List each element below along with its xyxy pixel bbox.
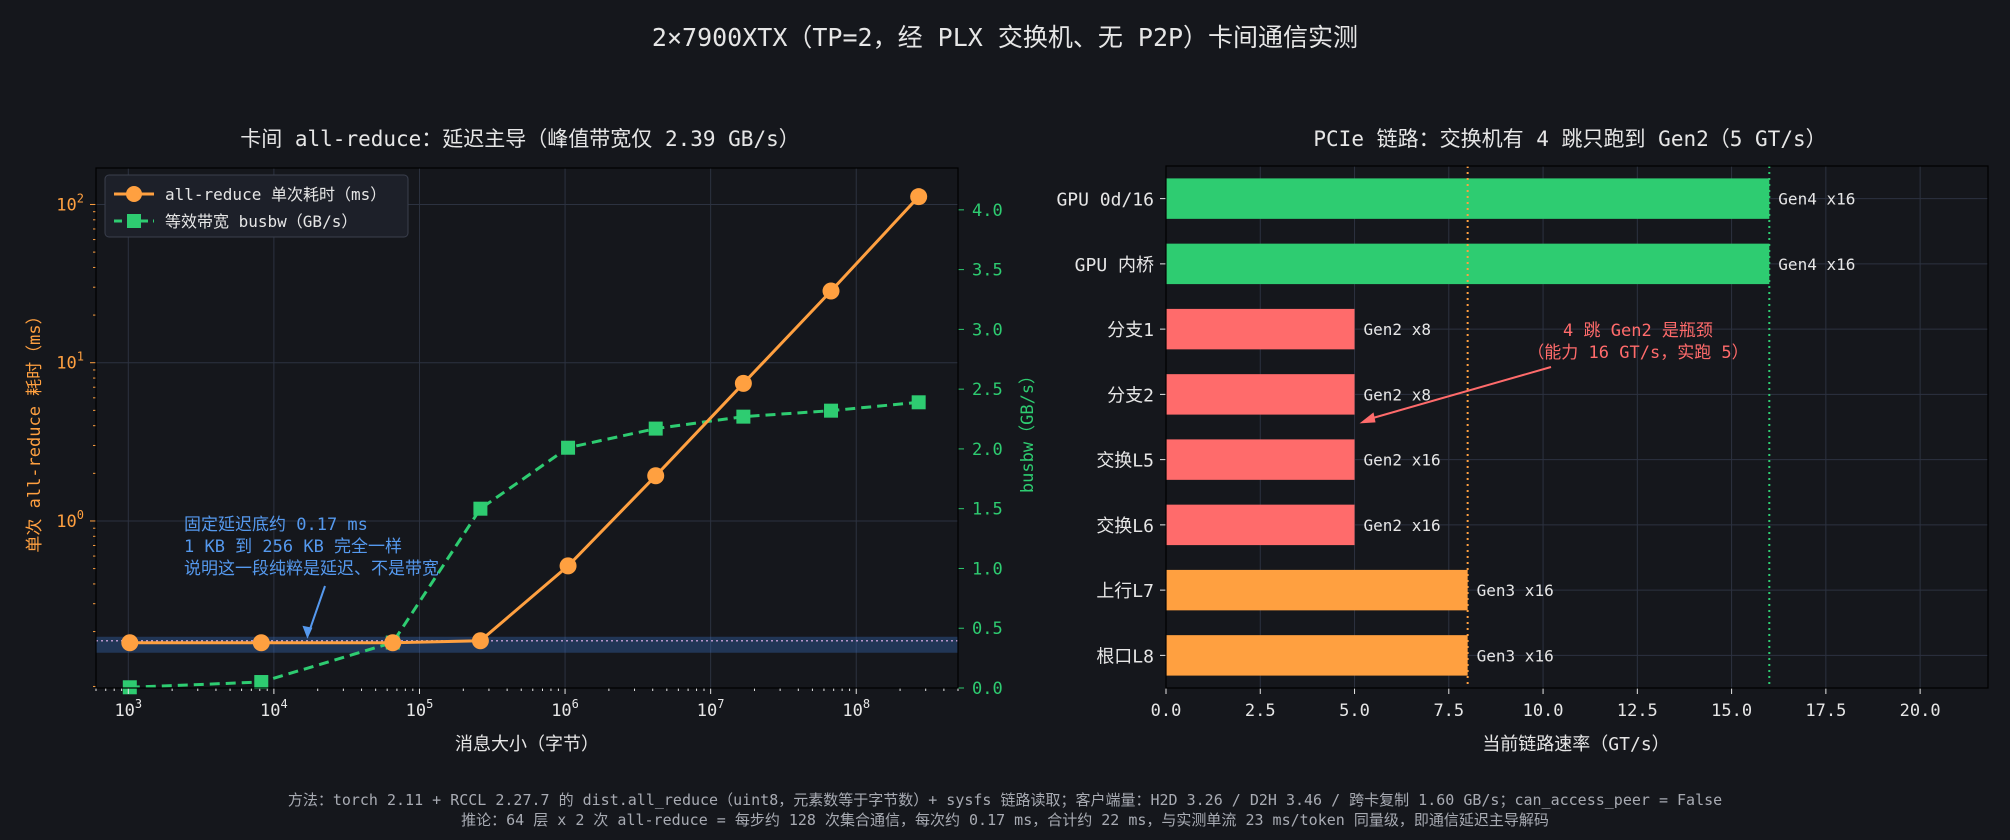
- right-x-tick-label: 7.5: [1433, 701, 1464, 721]
- latency-annotation-line-1: 固定延迟底约 0.17 ms: [184, 515, 368, 535]
- right-y-tick-label: 1.0: [972, 559, 1003, 579]
- left-series: [121, 188, 928, 695]
- footer-inference: 推论：64 层 x 2 次 all-reduce = 每步约 128 次集合通信…: [461, 811, 1549, 829]
- latency-point: [121, 634, 139, 652]
- busbw-point: [561, 440, 576, 455]
- right-y-tick-label: 分支2: [1107, 385, 1154, 406]
- right-y-tick-label: 交换L6: [1096, 516, 1154, 537]
- right-x-tick-label: 20.0: [1900, 701, 1941, 721]
- link-bar-label: Gen2 x16: [1364, 451, 1441, 470]
- right-x-tick-label: 0.0: [1151, 701, 1182, 721]
- right-y-tick-label: GPU 0d/16: [1056, 190, 1154, 211]
- latency-point: [734, 374, 752, 392]
- link-bar: [1166, 504, 1355, 546]
- right-y-tick-label: 2.0: [972, 440, 1003, 460]
- latency-point: [647, 467, 665, 485]
- latency-point: [559, 557, 577, 575]
- right-axes: 0.0 2.5 5.0 7.5 10.0 12.5 15.0 17.5 20.0 GPU 0d/1…: [1056, 165, 1989, 721]
- link-bar-label: Gen2 x16: [1364, 516, 1441, 535]
- right-y-tick-label: 交换L5: [1096, 451, 1154, 472]
- latency-point: [822, 282, 840, 300]
- right-y-tick-label: 0.0: [972, 679, 1003, 699]
- right-y-axis-label: busbw（GB/s）: [1018, 367, 1038, 493]
- legend-label-busbw: 等效带宽 busbw（GB/s）: [165, 212, 357, 231]
- legend-label-latency: all-reduce 单次耗时（ms）: [165, 185, 386, 204]
- bottleneck-arrow-head: [1359, 412, 1376, 424]
- right-y-tick-label: 上行L7: [1096, 581, 1154, 602]
- busbw-point: [648, 421, 663, 436]
- link-bar-label: Gen3 x16: [1477, 646, 1554, 665]
- right-y-tick-label: 2.5: [972, 380, 1003, 400]
- link-bar: [1166, 439, 1355, 480]
- right-x-tick-label: 5.0: [1339, 701, 1370, 721]
- link-bar-label: Gen4 x16: [1778, 255, 1855, 274]
- latency-annotation-line-2: 1 KB 到 256 KB 完全一样: [184, 537, 402, 557]
- latency-floor-band-fill: [96, 636, 958, 653]
- link-bar: [1166, 308, 1355, 350]
- right-x-tick-label: 12.5: [1617, 701, 1658, 721]
- right-y-tick-label: 3.0: [972, 320, 1003, 340]
- left-legend: all-reduce 单次耗时（ms） 等效带宽 busbw（GB/s）: [104, 174, 409, 238]
- latency-point: [910, 188, 928, 206]
- busbw-point: [473, 501, 488, 516]
- legend-box: [104, 174, 409, 238]
- latency-annotation-arrow: [302, 585, 326, 639]
- legend-marker-busbw: [127, 214, 141, 228]
- left-grid: [96, 168, 958, 688]
- footer-method: 方法：torch 2.11 + RCCL 2.27.7 的 dist.all_r…: [288, 791, 1722, 809]
- right-chart: PCIe 链路：交换机有 4 跳只跑到 Gen2（5 GT/s） Gen4 x1…: [1056, 127, 1989, 755]
- right-x-tick-label: 15.0: [1711, 701, 1752, 721]
- latency-point: [252, 634, 270, 652]
- right-chart-title: PCIe 链路：交换机有 4 跳只跑到 Gen2（5 GT/s）: [1313, 127, 1826, 151]
- latency-point: [471, 632, 489, 650]
- right-x-tick-label: 17.5: [1805, 701, 1846, 721]
- right-y-tick-label: 根口L8: [1096, 646, 1154, 667]
- latency-arrow-head: [302, 625, 313, 639]
- right-x-axis-label: 当前链路速率（GT/s）: [1482, 734, 1669, 755]
- busbw-point: [122, 680, 137, 695]
- busbw-point: [736, 409, 751, 424]
- busbw-point: [254, 675, 269, 690]
- latency-annotation: 固定延迟底约 0.17 ms 1 KB 到 256 KB 完全一样 说明这一段纯…: [184, 515, 439, 639]
- bottleneck-annotation: 4 跳 Gen2 是瓶颈 （能力 16 GT/s，实跑 5）: [1359, 321, 1749, 424]
- right-y-tick-label: 4.0: [972, 201, 1003, 221]
- link-bar: [1166, 374, 1355, 415]
- bottleneck-annotation-line-1: 4 跳 Gen2 是瓶颈: [1563, 321, 1713, 341]
- latency-annotation-line-3: 说明这一段纯粹是延迟、不是带宽: [184, 559, 439, 579]
- link-bar: [1166, 569, 1468, 611]
- left-plot-area: [96, 168, 958, 688]
- busbw-point: [824, 403, 839, 418]
- link-bar: [1166, 635, 1468, 676]
- right-x-tick-label: 2.5: [1245, 701, 1276, 721]
- right-axes-frame: [1165, 165, 1989, 689]
- left-y-axis-label: 单次 all-reduce 耗时（ms）: [25, 307, 45, 552]
- bottleneck-arrow-shaft: [1371, 366, 1552, 420]
- bottleneck-annotation-line-2: （能力 16 GT/s，实跑 5）: [1527, 343, 1748, 363]
- legend-marker-latency: [126, 186, 142, 202]
- right-y-tick-label: 3.5: [972, 261, 1003, 281]
- left-chart-title: 卡间 all-reduce：延迟主导（峰值带宽仅 2.39 GB/s）: [240, 127, 800, 151]
- latency-floor-band: [96, 636, 958, 653]
- left-axes: 103 104 105 106 107 1081001011020.00.51.01.52…: [56, 167, 1003, 721]
- left-chart: 卡间 all-reduce：延迟主导（峰值带宽仅 2.39 GB/s） 103 1…: [25, 127, 1038, 755]
- latency-arrow-shaft: [308, 585, 326, 632]
- right-y-tick-label: GPU 内桥: [1075, 255, 1154, 276]
- figure-title: 2×7900XTX（TP=2，经 PLX 交换机、无 P2P）卡间通信实测: [652, 23, 1358, 52]
- right-y-tick-label: 0.5: [972, 619, 1003, 639]
- right-x-tick-label: 10.0: [1523, 701, 1564, 721]
- left-x-axis-label: 消息大小（字节）: [455, 734, 599, 755]
- right-y-tick-label: 分支1: [1107, 320, 1154, 341]
- busbw-point: [911, 395, 926, 410]
- link-bar-label: Gen2 x8: [1364, 385, 1431, 404]
- latency-point: [384, 634, 402, 652]
- left-axes-frame: [95, 167, 959, 689]
- left-y-tick-label: 100: [56, 508, 84, 532]
- link-bar-label: Gen3 x16: [1477, 581, 1554, 600]
- link-bar-label: Gen2 x8: [1364, 320, 1431, 339]
- link-bar-label: Gen4 x16: [1778, 190, 1855, 209]
- right-y-tick-label: 1.5: [972, 500, 1003, 520]
- bottleneck-annotation-arrow: [1359, 366, 1552, 424]
